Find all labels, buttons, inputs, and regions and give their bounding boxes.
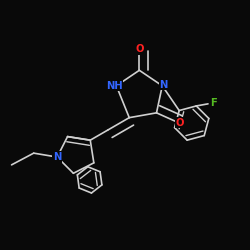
Text: O: O: [176, 118, 184, 128]
Text: F: F: [210, 98, 216, 108]
Text: O: O: [135, 44, 143, 54]
Text: N: N: [159, 80, 168, 90]
Text: NH: NH: [106, 81, 122, 91]
Text: N: N: [53, 152, 61, 162]
